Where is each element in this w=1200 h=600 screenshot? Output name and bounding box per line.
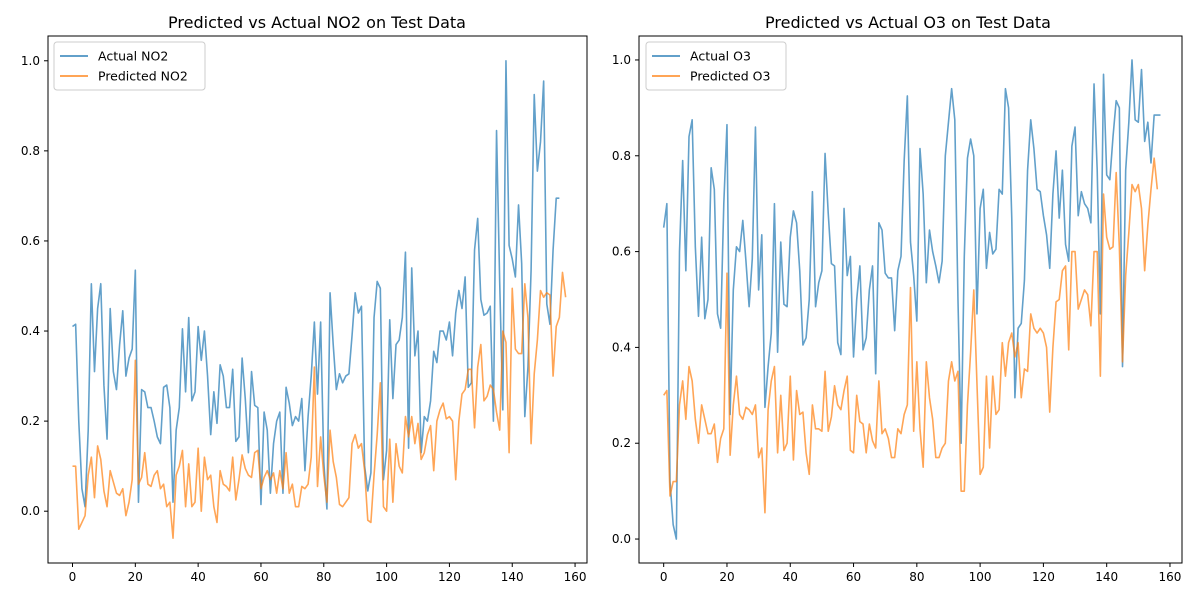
x-tick-label: 160 (1159, 570, 1182, 584)
series-line-actual-no2 (72, 59, 560, 510)
x-tick-label: 60 (846, 570, 861, 584)
legend-label-predicted: Predicted O3 (690, 69, 770, 84)
plot-area-frame (47, 35, 588, 564)
x-tick-label: 40 (783, 570, 798, 584)
y-tick-label: 0.4 (612, 340, 631, 354)
series-line-predicted-no2 (72, 271, 567, 540)
y-tick-label: 0.8 (612, 149, 631, 163)
x-tick-label: 120 (438, 570, 461, 584)
legend: Actual NO2 Predicted NO2 (53, 41, 206, 91)
no2-chart-panel: Predicted vs Actual NO2 on Test Data 0 20… (21, 13, 588, 584)
legend-box (53, 41, 206, 91)
series-lines (662, 59, 1161, 540)
series-line-actual-o3 (662, 59, 1161, 540)
chart-title: Predicted vs Actual O3 on Test Data (765, 13, 1051, 32)
plot-area-frame (638, 35, 1183, 564)
x-tick-label: 100 (969, 570, 992, 584)
legend-box (645, 41, 787, 91)
x-tick-label: 160 (564, 570, 587, 584)
legend-label-predicted: Predicted NO2 (98, 69, 188, 84)
legend-label-actual: Actual NO2 (98, 49, 168, 64)
axis-ticks: 0 20 40 60 80 100 120 140 160 0.0 0.2 0.4 0.6 0.8 1.0 (21, 54, 587, 584)
y-tick-label: 0.6 (612, 245, 631, 259)
x-tick-label: 120 (1032, 570, 1055, 584)
y-tick-label: 1.0 (612, 53, 631, 67)
y-tick-label: 0.2 (612, 436, 631, 450)
legend: Actual O3 Predicted O3 (645, 41, 787, 91)
y-tick-label: 0.8 (21, 144, 40, 158)
x-tick-label: 0 (69, 570, 77, 584)
chart-title: Predicted vs Actual NO2 on Test Data (168, 13, 466, 32)
x-tick-label: 140 (1095, 570, 1118, 584)
x-tick-label: 140 (501, 570, 524, 584)
x-tick-label: 80 (909, 570, 924, 584)
x-tick-label: 20 (719, 570, 734, 584)
o3-chart-panel: Predicted vs Actual O3 on Test Data 0 20 4… (612, 13, 1183, 584)
y-tick-label: 1.0 (21, 54, 40, 68)
legend-label-actual: Actual O3 (690, 49, 751, 64)
y-tick-label: 0.0 (21, 504, 40, 518)
x-tick-label: 60 (253, 570, 268, 584)
x-tick-label: 0 (660, 570, 668, 584)
series-line-predicted-o3 (663, 157, 1159, 514)
y-tick-label: 0.0 (612, 532, 631, 546)
x-tick-label: 20 (128, 570, 143, 584)
axis-ticks: 0 20 40 60 80 100 120 140 160 0.0 0.2 0.4 0.6 0.8 1.0 (612, 53, 1182, 584)
x-tick-label: 40 (191, 570, 206, 584)
x-tick-label: 80 (316, 570, 331, 584)
y-tick-label: 0.4 (21, 324, 40, 338)
y-tick-label: 0.2 (21, 414, 40, 428)
y-tick-label: 0.6 (21, 234, 40, 248)
x-tick-label: 100 (375, 570, 398, 584)
series-lines (72, 59, 567, 540)
